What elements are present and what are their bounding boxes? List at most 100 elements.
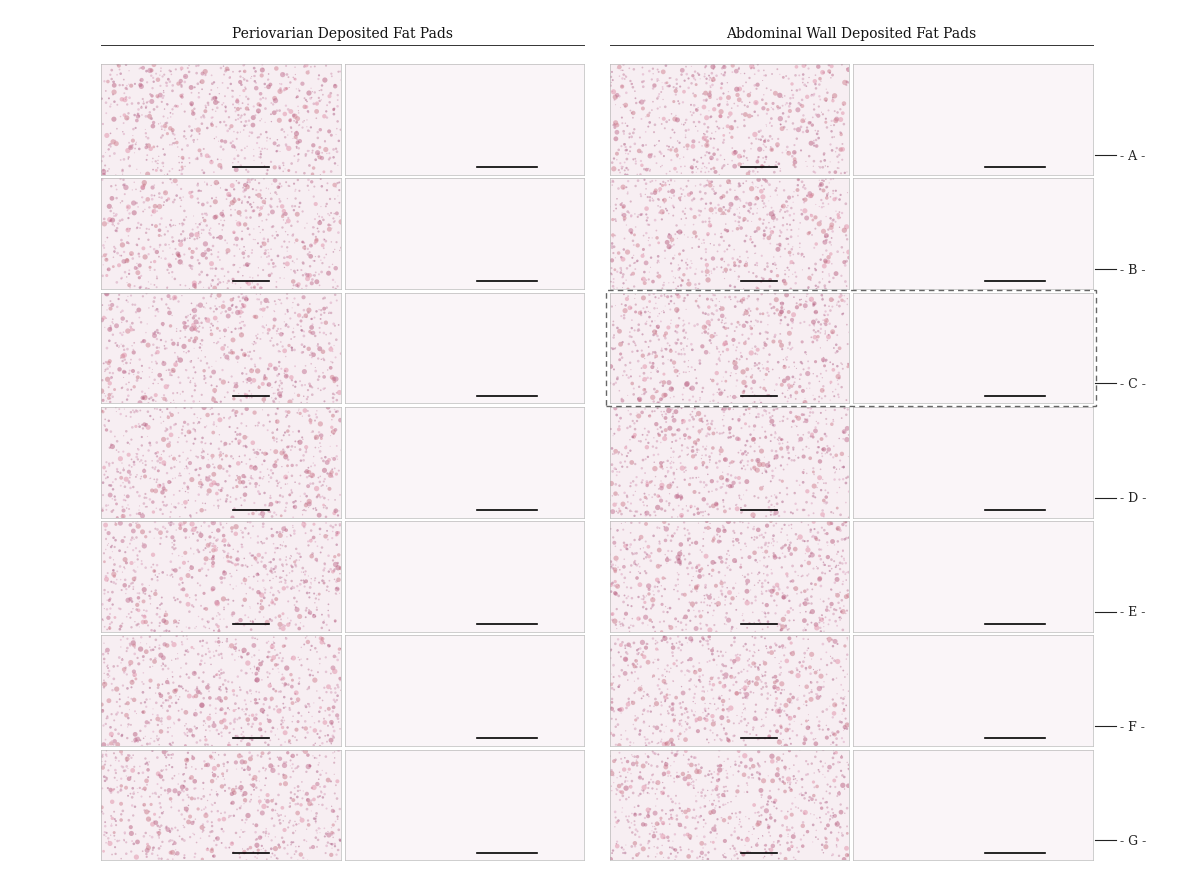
Point [284,826,303,840]
Point [704,388,724,402]
Point [752,401,771,415]
Point [721,280,740,294]
Point [94,169,113,182]
Point [230,76,250,90]
Point [758,568,777,582]
Point [837,472,856,486]
Point [826,146,845,160]
Point [148,90,167,104]
Point [698,784,718,798]
Point [331,833,350,846]
Point [278,618,297,632]
Point [784,208,804,222]
Point [148,101,167,115]
Point [632,838,651,852]
Point [827,687,847,701]
Point [155,186,174,200]
Point [173,163,192,177]
Point [603,240,622,254]
Point [124,323,143,337]
Point [183,244,202,258]
Point [813,723,832,737]
Point [722,661,741,675]
Point [250,686,269,700]
Point [115,366,134,380]
Point [654,781,673,795]
Point [773,739,792,753]
Point [608,580,627,594]
Point [92,805,111,819]
Point [636,182,656,196]
Point [657,60,676,74]
Point [746,625,765,639]
Point [236,667,256,680]
Point [176,331,195,345]
Point [614,182,633,196]
Point [307,230,326,244]
Point [119,580,139,594]
Point [319,639,338,653]
Point [733,328,752,342]
Point [246,712,265,726]
Point [621,619,640,633]
Point [624,229,644,242]
Point [133,739,152,753]
Point [823,652,842,666]
Point [653,93,672,107]
Point [814,380,833,394]
Point [669,487,688,501]
Point [130,620,149,634]
Point [824,294,843,308]
Point [166,100,185,114]
Point [266,392,285,406]
Point [100,617,119,631]
Point [300,591,319,605]
Point [260,679,279,693]
Point [142,193,161,207]
Point [326,695,345,709]
Point [261,156,281,169]
Point [143,744,162,758]
Point [764,795,783,809]
Point [650,428,669,442]
Point [196,436,215,450]
Point [707,483,726,497]
Point [310,445,330,459]
Point [183,223,202,237]
Point [209,759,228,773]
Point [161,569,180,583]
Point [660,700,679,713]
Point [205,761,224,775]
Point [810,180,829,194]
Point [234,531,253,545]
Point [121,160,140,174]
Point [827,770,847,784]
Point [187,411,207,425]
Point [727,191,746,205]
Point [684,218,703,232]
Point [611,267,630,281]
Point [301,606,320,620]
Point [154,614,173,628]
Point [698,707,718,721]
Point [270,381,289,395]
Point [226,141,245,155]
Point [230,747,250,761]
Point [807,675,826,689]
Point [672,461,691,475]
Point [739,290,758,304]
Point [192,762,211,776]
Point [159,823,178,837]
Point [676,131,695,145]
Point [755,342,774,355]
Point [646,653,665,667]
Point [125,280,144,294]
Point [227,163,246,177]
Point [150,796,170,810]
Point [232,499,251,513]
Point [825,773,844,787]
Point [172,168,191,182]
Point [615,309,634,323]
Point [142,113,161,127]
Point [823,257,842,271]
